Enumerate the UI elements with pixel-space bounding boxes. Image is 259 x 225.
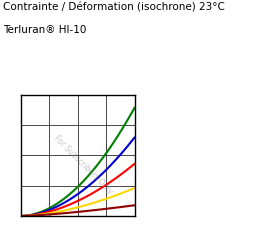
Text: For Subscribers Only: For Subscribers Only (52, 134, 114, 196)
Text: Contrainte / Déformation (isochrone) 23°C: Contrainte / Déformation (isochrone) 23°… (3, 2, 225, 12)
Text: Terluran® HI-10: Terluran® HI-10 (3, 25, 86, 35)
